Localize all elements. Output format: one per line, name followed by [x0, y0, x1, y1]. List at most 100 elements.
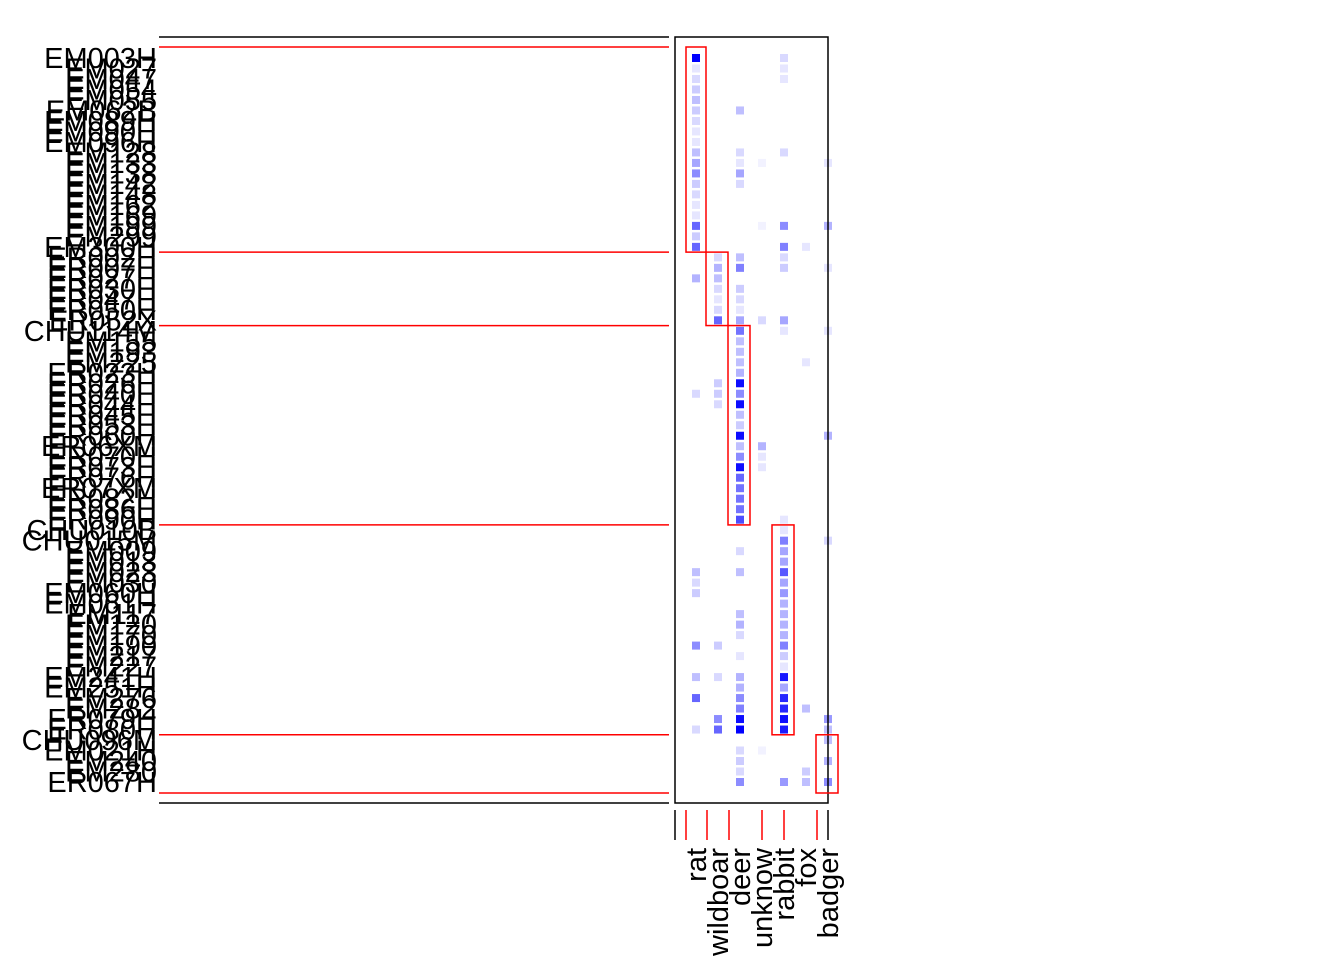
- row-label: ER050H: [47, 295, 157, 327]
- heatmap-cell: [780, 64, 788, 73]
- heatmap-cell: [736, 368, 744, 377]
- heatmap-cell: [714, 379, 722, 388]
- heatmap-cell: [736, 610, 744, 619]
- column-label: rat: [681, 848, 713, 882]
- heatmap-cell: [736, 704, 744, 713]
- row-label: EM241H: [44, 662, 157, 694]
- heatmap-cell: [802, 704, 810, 713]
- row-label: ER082H: [47, 484, 157, 516]
- row-label: ER002H: [47, 242, 157, 274]
- heatmap-cell: [736, 158, 744, 167]
- row-label: CHU015M: [22, 526, 157, 558]
- row-label: ER067H: [47, 767, 157, 799]
- row-label: EM096H: [44, 127, 157, 159]
- heatmap-cell: [714, 673, 722, 682]
- row-label: EM300H: [44, 232, 157, 264]
- heatmap-cell: [736, 725, 744, 734]
- heatmap-cell: [736, 400, 744, 409]
- row-labels: EM003HEM027EM047EM054EM055EM062BEM089HEM…: [22, 43, 157, 799]
- heatmap-cell: [736, 284, 744, 293]
- heatmap-cell: [736, 620, 744, 629]
- heatmap-cell: [780, 148, 788, 157]
- heatmap-cell: [736, 379, 744, 388]
- heatmap-cell: [780, 704, 788, 713]
- heatmap-cell: [780, 673, 788, 682]
- row-group-dividers: [159, 36, 669, 804]
- column-label: badger: [813, 848, 845, 939]
- heatmap-cell: [692, 148, 700, 157]
- heatmap-cell: [780, 620, 788, 629]
- heatmap-cell: [758, 463, 766, 472]
- heatmap-cell: [736, 631, 744, 640]
- heatmap-cell: [692, 127, 700, 136]
- row-label: EM193: [65, 337, 157, 369]
- heatmap-cell: [714, 284, 722, 293]
- heatmap-cell: [780, 694, 788, 703]
- heatmap-cell: [780, 778, 788, 786]
- heatmap-cell: [780, 536, 788, 545]
- heatmap-cell: [736, 431, 744, 440]
- row-label: EM060H: [44, 578, 157, 610]
- row-label: EM280: [65, 757, 157, 789]
- heatmap-cell: [714, 641, 722, 650]
- heatmap-cell: [692, 116, 700, 125]
- row-label: EM120: [65, 610, 157, 642]
- heatmap-cell: [736, 473, 744, 482]
- heatmap-cell: [714, 263, 722, 272]
- row-label: ER079H: [47, 704, 157, 736]
- heatmap-cell: [736, 494, 744, 503]
- heatmap-cell: [780, 547, 788, 556]
- heatmap-cell: [780, 74, 788, 83]
- heatmap-cell: [736, 673, 744, 682]
- group-boxes: [685, 46, 839, 794]
- row-label: ER086H: [47, 494, 157, 526]
- heatmap-cell: [714, 725, 722, 734]
- heatmap-cell: [780, 568, 788, 577]
- row-label: EM023: [65, 557, 157, 589]
- heatmap-cell: [780, 631, 788, 640]
- group-box: [815, 734, 839, 794]
- heatmap-cell: [714, 715, 722, 724]
- heatmap-cells: [692, 54, 832, 786]
- column-label: deer: [725, 848, 757, 906]
- heatmap-cell: [736, 410, 744, 419]
- row-label: EM030: [65, 568, 157, 600]
- row-label: EM142: [65, 169, 157, 201]
- row-label: EM133: [65, 148, 157, 180]
- row-label: ER070H: [47, 442, 157, 474]
- row-label: EM190: [65, 631, 157, 663]
- row-label: EM282: [65, 694, 157, 726]
- heatmap-cell: [714, 389, 722, 398]
- heatmap-cell: [692, 179, 700, 188]
- heatmap-cell: [758, 442, 766, 451]
- heatmap-cell: [714, 400, 722, 409]
- heatmap-cell: [802, 242, 810, 251]
- row-label: CHU114M: [24, 316, 157, 348]
- heatmap-cell: [692, 389, 700, 398]
- heatmap-cell: [780, 557, 788, 566]
- row-label: EM155: [65, 326, 157, 358]
- heatmap-cell: [780, 221, 788, 230]
- heatmap-cell: [780, 263, 788, 272]
- heatmap-cell: [736, 421, 744, 430]
- heatmap-cell: [736, 547, 744, 556]
- heatmap-cell: [692, 74, 700, 83]
- heatmap-cell: [692, 589, 700, 598]
- heatmap-cell: [692, 190, 700, 199]
- heatmap-cell: [736, 295, 744, 304]
- column-label: rabbit: [769, 848, 801, 921]
- heatmap-cell: [692, 85, 700, 94]
- heatmap-cell: [736, 148, 744, 157]
- heatmap-cell: [780, 725, 788, 734]
- heatmap-cell: [802, 767, 810, 776]
- heatmap-cell: [736, 694, 744, 703]
- row-label: EM089H: [44, 106, 157, 138]
- row-label: ER044H: [47, 389, 157, 421]
- row-label: ER040H: [47, 379, 157, 411]
- row-label: CHU096M: [22, 725, 157, 757]
- heatmap-cell: [692, 694, 700, 703]
- heatmap-cell: [736, 484, 744, 493]
- row-label: ER026H: [47, 368, 157, 400]
- row-label: EM251H: [44, 673, 157, 705]
- row-label: EM276: [65, 683, 157, 715]
